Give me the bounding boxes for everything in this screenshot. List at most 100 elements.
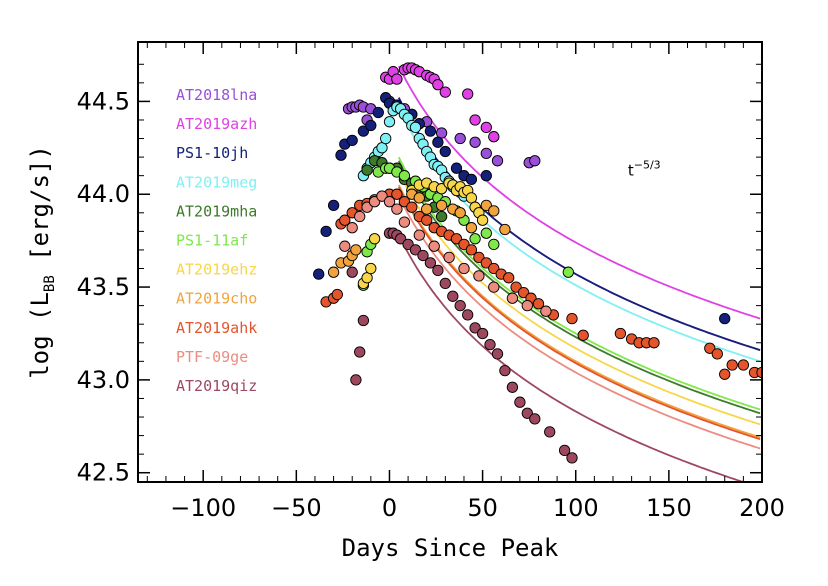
plot-frame (137, 41, 763, 483)
data-point (368, 196, 381, 208)
x-tick-label: −50 (271, 494, 322, 522)
data-point (424, 125, 437, 137)
data-point (365, 262, 377, 275)
model-curve-at2019ehz (397, 171, 761, 426)
data-point (409, 244, 422, 256)
data-point (491, 348, 504, 360)
data-point (465, 244, 478, 256)
data-point (361, 272, 373, 284)
data-point (465, 222, 478, 234)
series-at2019cho (327, 188, 511, 278)
data-point (488, 281, 500, 293)
series-at2019azh (380, 62, 500, 143)
axis-ticks: −100 −50 0 50 100 150 200 42.5 43.0 43.5 44.0 44.5 (77, 42, 785, 522)
data-point (447, 290, 459, 302)
data-point (480, 121, 492, 134)
data-point (566, 452, 578, 464)
data-point (711, 348, 723, 360)
data-point (454, 207, 466, 219)
data-point (469, 322, 481, 334)
data-point (469, 136, 481, 148)
data-point (424, 257, 437, 269)
data-point (726, 359, 738, 371)
data-point (476, 327, 489, 340)
data-point (339, 240, 351, 252)
data-point (480, 199, 492, 212)
data-point (462, 88, 474, 100)
data-point (450, 162, 463, 174)
x-tick-label: 150 (646, 494, 692, 522)
series-ps1-10jh (313, 92, 731, 325)
data-point (398, 170, 411, 182)
model-curve-at2019cho (397, 184, 761, 439)
data-point (406, 201, 418, 213)
data-point (350, 374, 362, 386)
data-point (413, 192, 425, 204)
legend: AT2018lna AT2019azh PS1-10jh AT2019meg AT201… (176, 86, 257, 395)
data-point (357, 314, 370, 327)
data-point (577, 329, 589, 341)
x-tick-label: −100 (170, 494, 236, 522)
data-point (331, 288, 343, 301)
data-point (391, 73, 403, 85)
data-point (499, 223, 511, 236)
data-point (409, 121, 422, 134)
data-point (413, 229, 425, 241)
data-point (510, 281, 522, 293)
power-law-annotation: t−5/3 (628, 159, 661, 180)
series-at2019ahk (320, 188, 762, 380)
model-curve-ps1-10jh (397, 97, 761, 351)
y-tick-label: 44.5 (77, 87, 130, 115)
data-point (376, 190, 388, 202)
data-point (514, 396, 526, 408)
x-axis-label: Days Since Peak (342, 534, 559, 562)
data-point (391, 203, 403, 215)
x-tick-label: 100 (553, 494, 599, 522)
data-point (398, 216, 411, 228)
legend-entry: AT2019mha (176, 202, 257, 220)
data-point (383, 196, 396, 208)
data-point (614, 327, 627, 340)
model-curve-at2018lna (397, 97, 761, 351)
data-point (491, 155, 504, 167)
data-point (450, 233, 463, 245)
legend-entry: PS1-11af (176, 232, 248, 250)
data-point (517, 286, 530, 299)
x-tick-label: 50 (467, 494, 498, 522)
model-curve-ptf-09ge (397, 195, 761, 450)
data-point (458, 262, 470, 275)
data-point (346, 134, 358, 147)
data-point (368, 233, 381, 245)
data-point (421, 203, 433, 215)
legend-entry: AT2019cho (176, 290, 257, 308)
data-point (394, 233, 407, 245)
y-tick-label: 42.5 (77, 459, 130, 487)
annotation-exponent: −5/3 (634, 159, 661, 172)
y-axis-label-subscript: BB (42, 275, 58, 292)
data-point (320, 225, 332, 238)
data-point (380, 132, 392, 145)
data-point (365, 119, 377, 132)
data-point (704, 342, 716, 354)
data-point (529, 155, 541, 167)
data-point (737, 359, 750, 371)
legend-entry: AT2019qiz (176, 377, 257, 395)
legend-entry: AT2019ehz (176, 261, 257, 279)
data-point (432, 136, 444, 148)
legend-entry: AT2018lna (176, 86, 257, 104)
data-point (432, 264, 444, 277)
data-point (421, 214, 433, 226)
legend-entry: AT2019meg (176, 173, 257, 191)
data-point (473, 270, 485, 282)
data-point (361, 201, 373, 213)
y-axis-label: log (LBB [erg/s]) (26, 145, 58, 379)
legend-entry: PS1-10jh (176, 144, 248, 162)
data-point (488, 238, 500, 251)
data-point (532, 298, 545, 310)
data-point (719, 368, 731, 380)
data-point (484, 338, 496, 351)
model-curve-at2019azh (397, 65, 761, 320)
data-point (544, 426, 556, 438)
data-point (562, 266, 574, 278)
data-point (435, 210, 448, 223)
